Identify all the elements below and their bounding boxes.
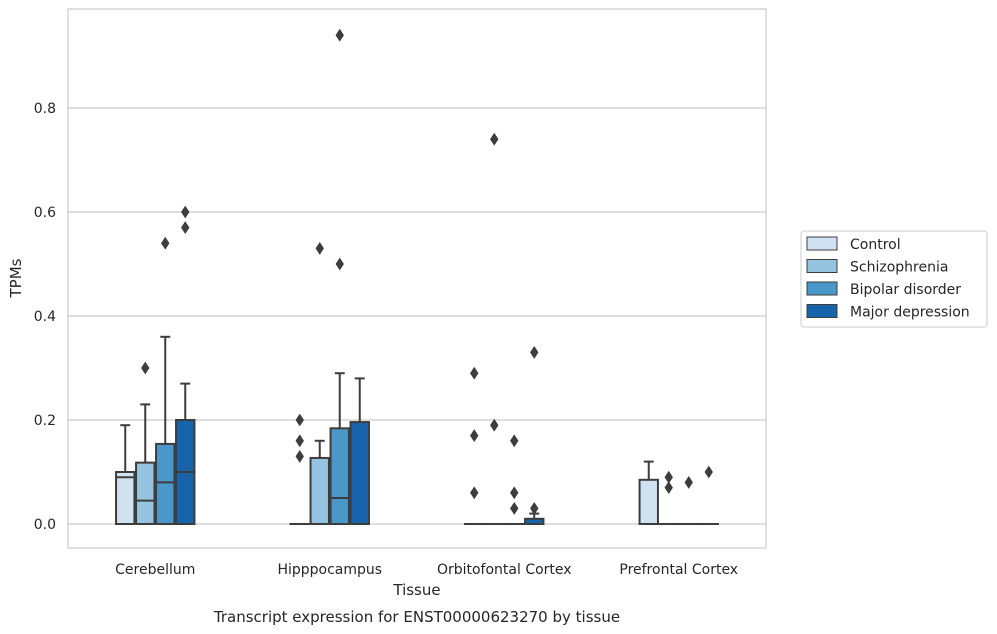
box-rect [135,461,156,526]
box-1-3 [349,377,370,525]
y-tick-label: 0.6 [34,205,56,221]
outlier-point [141,361,150,375]
box-0-0 [115,424,136,525]
box-3-0 [638,460,659,525]
outlier-point [161,236,170,250]
legend-swatch [806,281,838,296]
outlier-point [510,501,519,515]
plot-frame [67,8,767,549]
legend-label: Major depression [850,305,970,321]
legend-item: Schizophrenia [806,259,948,276]
chart-caption: Transcript expression for ENST0000062327… [213,608,620,626]
legend-item: Major depression [806,304,970,321]
box-2-1 [484,132,505,526]
outlier-point [510,434,519,448]
x-tick-label: Cerebellum [115,562,195,578]
box-rect [638,478,659,525]
outlier-point [470,429,479,443]
x-tick-label: Hipppocampus [277,562,382,578]
outlier-point [664,481,673,495]
box-2-0 [464,366,485,526]
y-tick-labels: 0.0 0.2 0.4 0.6 0.8 [34,101,56,533]
legend: Control Schizophrenia Bipolar disorder Majo… [800,230,988,328]
legend-item: Bipolar disorder [806,281,961,298]
box-2-3 [524,345,545,525]
outlier-point [510,486,519,500]
box-0-3 [175,205,196,525]
outlier-point [335,257,344,271]
outlier-point [295,449,304,463]
x-axis-label: Tissue [392,581,440,599]
legend-swatch [806,304,838,318]
y-axis-label: TPMs [7,258,25,298]
box-3-3 [698,465,719,526]
y-tick-label: 0.8 [34,101,56,117]
legend-label: Bipolar disorder [850,282,961,298]
box-rect [329,427,350,526]
x-tick-labels: Cerebellum Hipppocampus Orbitofontal Corte… [115,562,738,578]
outlier-point [684,475,693,489]
y-tick-label: 0.2 [34,413,56,429]
box-rect [155,442,176,526]
outlier-point [295,413,304,427]
outlier-point [181,205,190,219]
box-0-1 [135,361,156,526]
box-1-1 [309,241,330,525]
outlier-point [490,132,499,146]
outlier-point [530,501,539,515]
box-rect [309,456,330,525]
y-tick-label: 0.0 [34,517,56,533]
box-3-2 [678,475,699,526]
outlier-point [530,345,539,359]
box-0-2 [155,236,176,526]
outlier-point [470,366,479,380]
legend-label: Control [850,237,901,253]
legend-swatch [806,236,838,251]
box-rect [349,421,370,525]
legend-frame [800,230,988,328]
outlier-point [335,28,344,42]
box-rect [115,471,136,525]
box-groups [115,28,719,526]
outlier-point [315,241,324,255]
legend-item: Control [806,236,901,253]
outlier-point [704,465,713,479]
box-3-1 [658,470,679,526]
outlier-point [470,486,479,500]
outlier-point [181,221,190,235]
box-1-2 [329,28,350,526]
box-2-2 [504,434,525,526]
legend-swatch [806,259,838,273]
outlier-point [295,434,304,448]
x-tick-label: Orbitofontal Cortex [437,562,572,578]
outlier-point [490,418,499,432]
legend-label: Schizophrenia [850,260,948,276]
x-tick-label: Prefrontal Cortex [619,562,738,578]
y-tick-label: 0.4 [34,309,56,325]
box-1-0 [289,413,310,526]
